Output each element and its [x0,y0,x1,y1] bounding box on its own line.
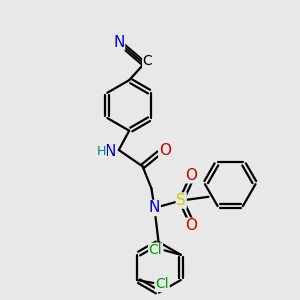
Text: Cl: Cl [155,278,169,292]
Text: N: N [113,35,124,50]
Text: O: O [186,168,198,183]
Text: H: H [97,145,106,158]
Text: O: O [186,218,198,233]
Text: N: N [105,144,116,159]
Text: S: S [176,193,186,208]
Text: O: O [159,142,171,158]
Text: Cl: Cl [149,243,162,257]
Text: N: N [149,200,160,215]
Text: C: C [143,54,152,68]
